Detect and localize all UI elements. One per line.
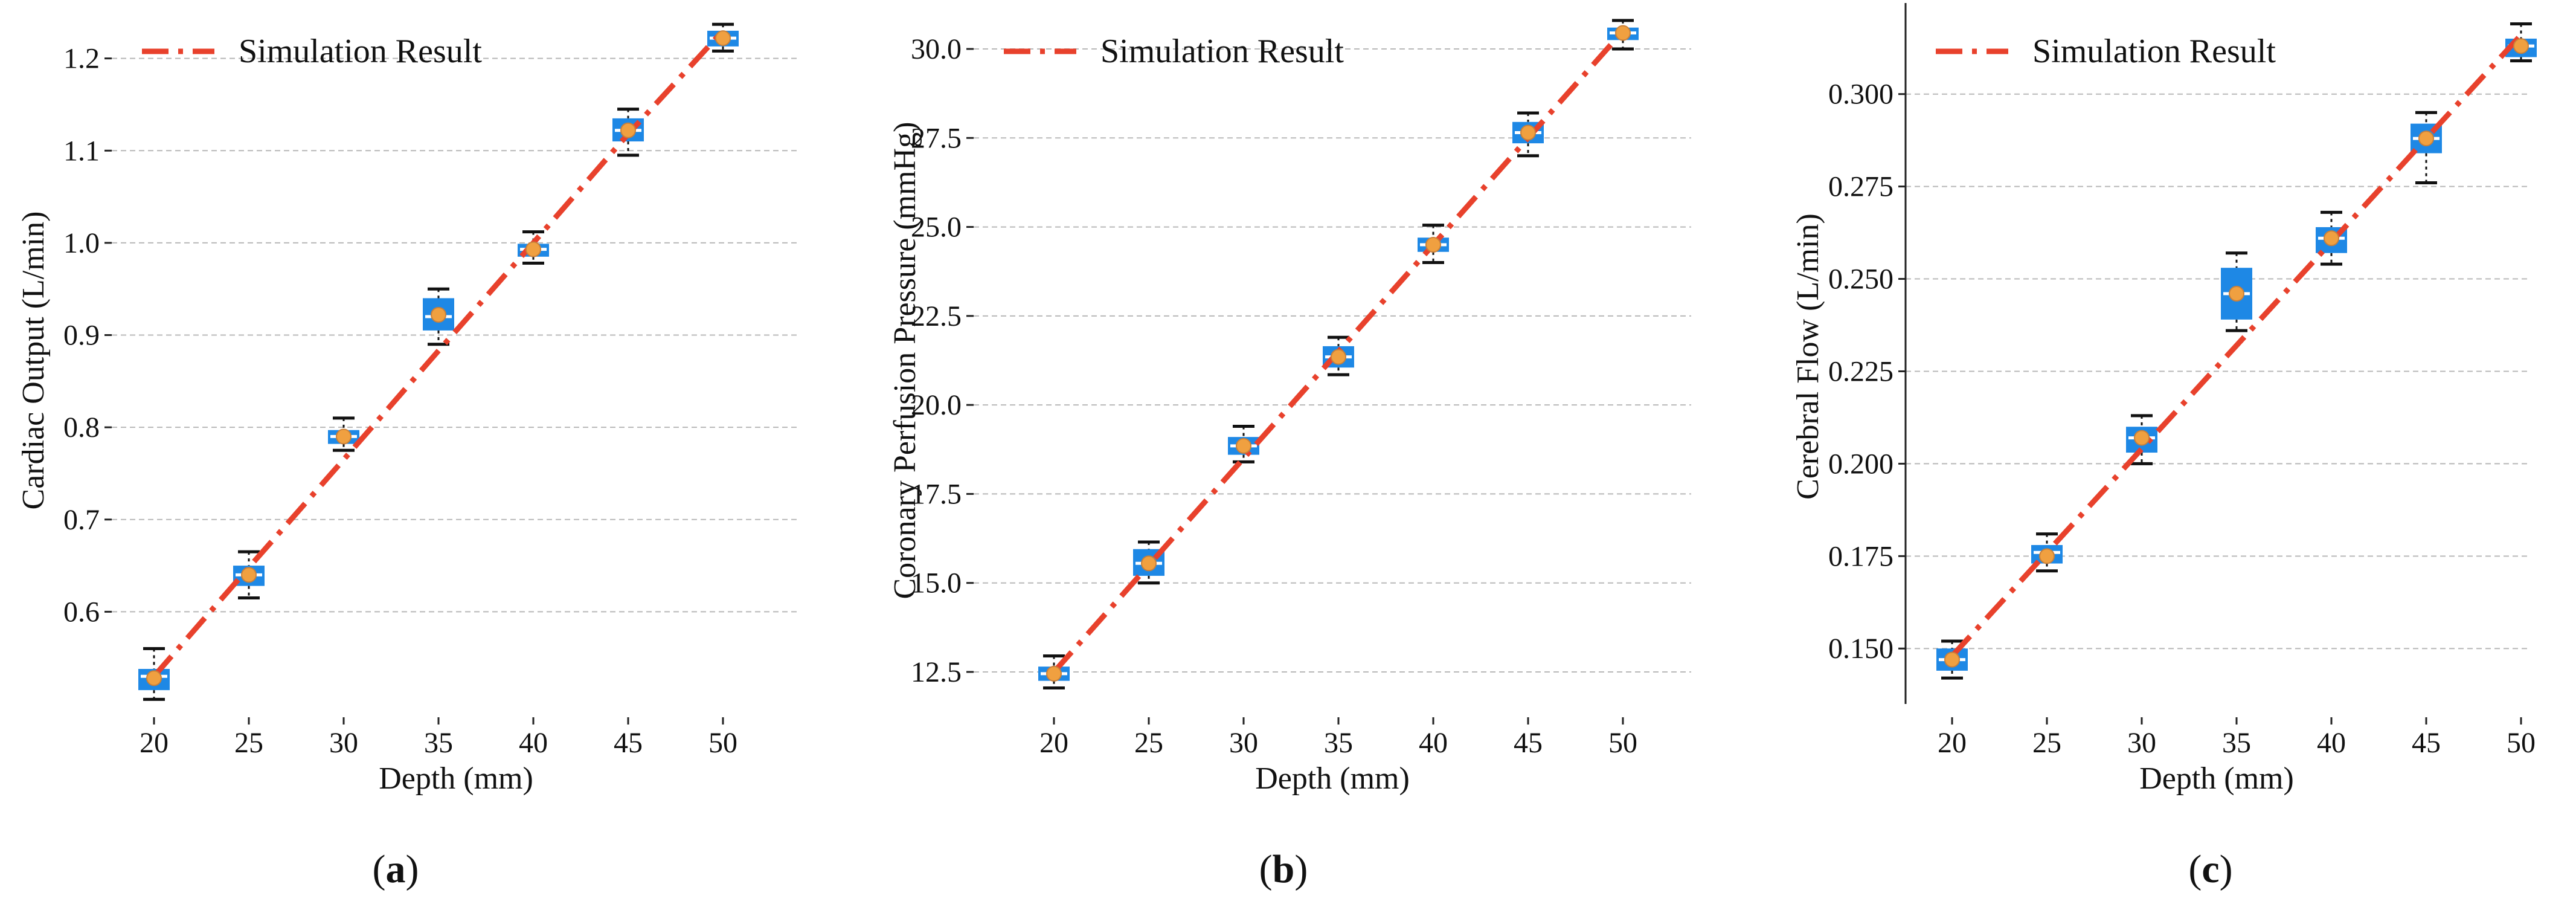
panel-label: (c) xyxy=(2188,847,2232,891)
mean-marker xyxy=(241,567,257,583)
y-tick-label: 0.7 xyxy=(63,504,100,536)
panel-label-part: ( xyxy=(373,847,386,891)
y-tick-label: 22.5 xyxy=(911,300,962,332)
mean-marker xyxy=(1236,437,1251,454)
x-axis-title: Depth (mm) xyxy=(379,761,533,796)
panel-label-part: ( xyxy=(2188,847,2202,891)
y-tick-label: 0.200 xyxy=(1828,448,1893,480)
x-tick-label: 50 xyxy=(708,727,737,759)
panel-label-part: a xyxy=(386,847,406,891)
x-tick-label: 50 xyxy=(2507,727,2536,759)
y-tick-label: 0.175 xyxy=(1828,540,1893,572)
y-tick-label: 20.0 xyxy=(911,389,962,421)
mean-marker xyxy=(715,30,731,47)
y-tick-label: 1.2 xyxy=(63,43,100,75)
mean-marker xyxy=(1141,555,1157,572)
panel-label-part: ) xyxy=(2220,847,2233,891)
panel-label: (a) xyxy=(373,847,419,891)
mean-marker xyxy=(1944,651,1960,668)
panel-label-part: c xyxy=(2202,847,2219,891)
panel-label: (b) xyxy=(1259,847,1308,891)
y-tick-label: 0.9 xyxy=(63,320,100,352)
y-tick-label: 1.1 xyxy=(63,135,100,167)
x-tick-label: 30 xyxy=(329,727,358,759)
x-tick-label: 30 xyxy=(1229,727,1258,759)
x-tick-label: 35 xyxy=(424,727,453,759)
y-tick-label: 0.150 xyxy=(1828,633,1893,665)
x-tick-label: 35 xyxy=(1324,727,1353,759)
x-tick-label: 25 xyxy=(2032,727,2061,759)
panel-a: 0.6 0.7 0.8 0.9 1.0 1.1 1.2 20 25 30 35 40 45 50 Depth… xyxy=(16,22,800,891)
x-axis-title: Depth (mm) xyxy=(2139,761,2294,796)
y-axis-title: Cardiac Output (L/min) xyxy=(16,211,51,510)
y-tick-label: 30.0 xyxy=(911,33,962,65)
mean-marker xyxy=(2418,131,2434,147)
y-axis-title: Cerebral Flow (L/min) xyxy=(1791,213,1825,500)
mean-marker xyxy=(1425,237,1441,253)
mean-marker xyxy=(2039,548,2055,564)
mean-marker xyxy=(431,306,446,323)
x-tick-label: 20 xyxy=(1039,727,1068,759)
y-tick-label: 0.6 xyxy=(63,596,100,628)
x-axis-title: Depth (mm) xyxy=(1255,761,1410,796)
x-tick-label: 25 xyxy=(234,727,263,759)
mean-marker xyxy=(1331,349,1346,365)
y-tick-label: 1.0 xyxy=(63,227,100,259)
mean-marker xyxy=(525,241,541,257)
x-tick-label: 50 xyxy=(1608,727,1637,759)
y-tick-label: 27.5 xyxy=(911,122,962,154)
mean-marker xyxy=(2134,430,2150,446)
legend-label: Simulation Result xyxy=(1100,33,1344,70)
x-tick-label: 40 xyxy=(2317,727,2346,759)
x-tick-label: 40 xyxy=(1419,727,1448,759)
x-tick-label: 30 xyxy=(2127,727,2156,759)
x-tick-label: 25 xyxy=(1134,727,1163,759)
x-tick-label: 35 xyxy=(2222,727,2251,759)
legend-label: Simulation Result xyxy=(239,33,482,70)
y-tick-label: 0.275 xyxy=(1828,171,1893,203)
mean-marker xyxy=(2324,230,2339,247)
mean-marker xyxy=(1046,665,1062,682)
mean-marker xyxy=(1615,25,1631,41)
y-tick-label: 12.5 xyxy=(911,656,962,688)
y-tick-label: 15.0 xyxy=(911,567,962,599)
panel-label-part: ) xyxy=(1294,847,1308,891)
x-tick-label: 45 xyxy=(614,727,643,759)
x-tick-label: 45 xyxy=(1514,727,1543,759)
y-axis-title: Coronary Perfusion Pressure (mmHg) xyxy=(888,122,922,599)
legend-label: Simulation Result xyxy=(2032,33,2276,70)
y-tick-label: 0.8 xyxy=(63,412,100,444)
panel-label-part: b xyxy=(1273,847,1295,891)
box-35 xyxy=(423,287,454,346)
y-tick-label: 0.250 xyxy=(1828,263,1893,295)
panel-label-part: ) xyxy=(406,847,419,891)
x-tick-label: 40 xyxy=(519,727,548,759)
mean-marker xyxy=(1520,124,1536,141)
y-tick-label: 0.225 xyxy=(1828,355,1893,387)
y-tick-label: 17.5 xyxy=(911,478,962,510)
panel-c: 0.150 0.175 0.200 0.225 0.250 0.275 0.300 20 25 3… xyxy=(1791,3,2537,891)
panel-label-part: ( xyxy=(1259,847,1273,891)
panel-b: 12.5 15.0 17.5 20.0 22.5 25.0 27.5 30.0 20 25 30 35… xyxy=(888,19,1691,891)
mean-marker xyxy=(2229,286,2244,302)
mean-marker xyxy=(146,670,162,686)
mean-marker xyxy=(2513,38,2529,54)
simulation-line xyxy=(1950,33,2523,658)
x-tick-label: 45 xyxy=(2412,727,2441,759)
mean-marker xyxy=(336,428,352,445)
x-tick-label: 20 xyxy=(140,727,169,759)
y-tick-label: 25.0 xyxy=(911,211,962,244)
x-tick-label: 20 xyxy=(1938,727,1967,759)
y-tick-label: 0.300 xyxy=(1828,79,1893,111)
mean-marker xyxy=(620,122,636,138)
